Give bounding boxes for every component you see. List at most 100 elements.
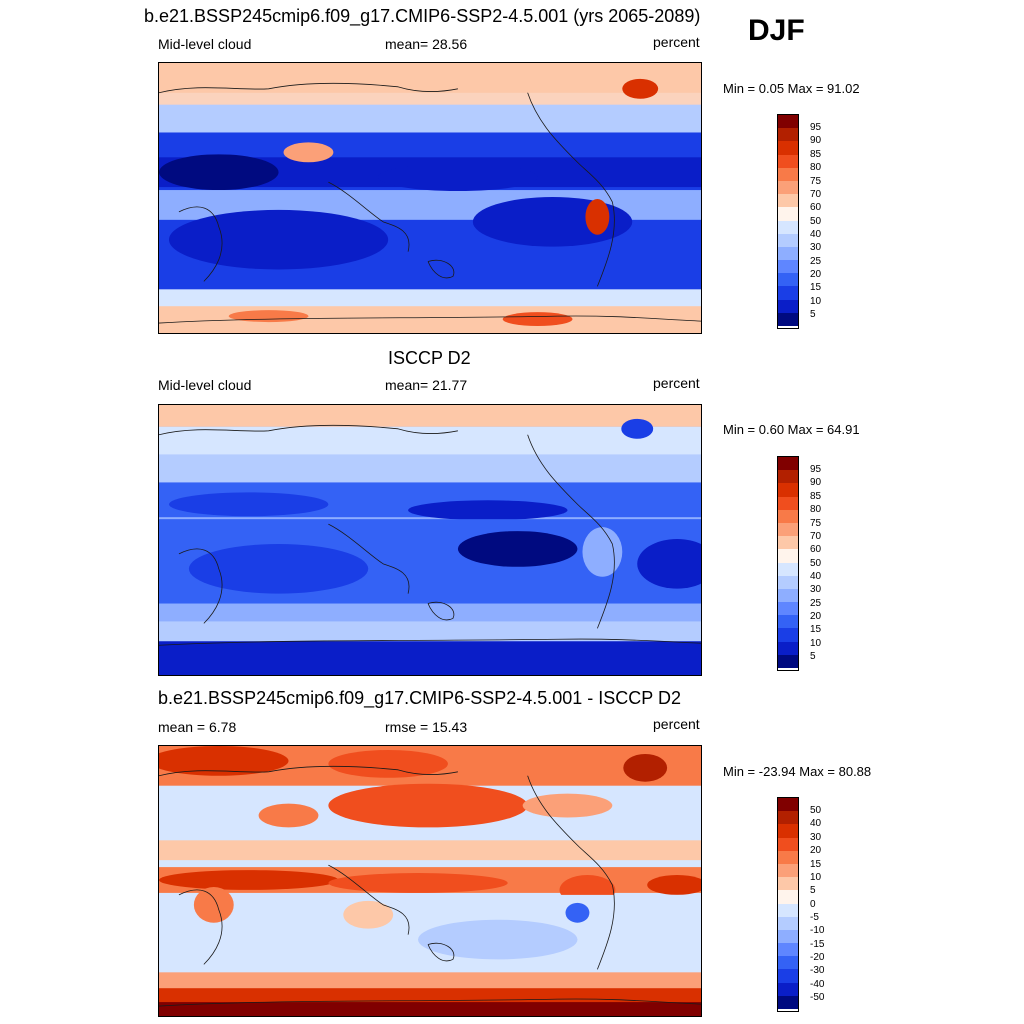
colorbar-box [778,562,798,576]
panel-2-title: ISCCP D2 [388,348,471,368]
panel-2-cbar-label: 75 [810,518,822,529]
panel-2-cbar-label: 90 [810,477,822,488]
panel-1-cbar-label: 85 [810,149,822,160]
panel-3-cbar-label: -20 [810,952,825,963]
panel-3-cbar-label: -30 [810,965,825,976]
panel-3-cbar-label: -50 [810,992,825,1003]
panel-1-cbar-label: 5 [810,309,816,320]
panel-3-cbar-label: 10 [810,872,822,883]
colorbar-box [778,260,798,274]
colorbar-box [778,549,798,563]
colorbar-box [778,943,798,957]
panel-2-cbar-label: 95 [810,464,822,475]
panel-2-cbar-label: 40 [810,571,822,582]
colorbar-box [778,602,798,616]
colorbar-box [778,615,798,629]
colorbar-box [778,457,798,471]
panel-1-title: b.e21.BSSP245cmip6.f09_g17.CMIP6-SSP2-4.… [144,6,701,26]
panel-3-cbar-label: -40 [810,979,825,990]
colorbar-box [778,220,798,234]
panel-3-cbar-label: 40 [810,818,822,829]
colorbar-box [778,115,798,129]
panel-1-cbar-label: 80 [810,162,822,173]
panel-2-variable-label: Mid-level cloud [158,377,252,393]
panel-2-minmax: Min = 0.60 Max = 64.91 [723,422,860,437]
panel-1-cbar-label: 90 [810,135,822,146]
panel-2-units-label: percent [653,375,700,391]
season-label: DJF [748,14,805,47]
panel-1-cbar-label: 95 [810,122,822,133]
panel-2-cbar-label: 60 [810,544,822,555]
panel-3-rmse-label: rmse = 15.43 [385,719,468,735]
colorbar-box [778,233,798,247]
colorbar-box [778,982,798,996]
panel-1-units-label: percent [653,34,700,50]
colorbar-box [778,824,798,838]
colorbar-box [778,850,798,864]
panel-2-cbar-label: 25 [810,598,822,609]
panel-1-colorbar-boxes [778,115,798,326]
panel-1-colorbar [777,114,799,329]
panel-1-cbar-label: 40 [810,229,822,240]
colorbar-box [778,312,798,326]
panel-3-cbar-label: -5 [810,912,819,923]
panel-1-cbar-label: 60 [810,202,822,213]
panel-2-cbar-label: 15 [810,624,822,635]
panel-2-colorbar-boxes [778,457,798,668]
colorbar-box [778,863,798,878]
panel-2-cbar-label: 80 [810,504,822,515]
panel-2-cbar-label: 85 [810,491,822,502]
panel-3-units-label: percent [653,716,700,732]
colorbar-box [778,207,798,221]
panel-2-cbar-label: 50 [810,558,822,569]
panel-3-cbar-label: 30 [810,832,822,843]
colorbar-box [778,811,798,825]
colorbar-box [778,588,798,603]
colorbar-box [778,299,798,313]
panel-2-cbar-label: 70 [810,531,822,542]
colorbar-box [778,246,798,261]
panel-3-cbar-label: -15 [810,939,825,950]
panel-1-map-svg [159,63,701,333]
panel-3-colorbar [777,797,799,1012]
colorbar-box [778,154,798,168]
colorbar-box [778,628,798,642]
panel-1-cbar-label: 15 [810,282,822,293]
panel-3-cbar-label: 50 [810,805,822,816]
colorbar-box [778,890,798,904]
colorbar-box [778,509,798,523]
panel-2-cbar-label: 30 [810,584,822,595]
colorbar-box [778,798,798,812]
colorbar-box [778,837,798,851]
colorbar-box [778,194,798,208]
colorbar-box [778,956,798,970]
panel-2-map-svg [159,405,701,675]
colorbar-box [778,273,798,287]
panel-1-cbar-label: 50 [810,216,822,227]
panel-3-map-svg [159,746,701,1016]
colorbar-box [778,128,798,142]
panel-2-cbar-label: 10 [810,638,822,649]
panel-2-cbar-label: 5 [810,651,816,662]
colorbar-box [778,929,798,944]
panel-2-cbar-label: 20 [810,611,822,622]
panel-2-colorbar [777,456,799,671]
colorbar-box [778,903,798,917]
panel-3-cbar-label: -10 [810,925,825,936]
colorbar-box [778,877,798,891]
colorbar-box [778,536,798,550]
panel-3-cbar-label: 0 [810,899,816,910]
panel-3-title: b.e21.BSSP245cmip6.f09_g17.CMIP6-SSP2-4.… [158,688,681,708]
colorbar-box [778,167,798,181]
panel-3-colorbar-boxes [778,798,798,1009]
colorbar-box [778,286,798,300]
panel-3-minmax: Min = -23.94 Max = 80.88 [723,764,872,779]
colorbar-box [778,141,798,155]
colorbar-box [778,969,798,983]
panel-1-minmax: Min = 0.05 Max = 91.02 [723,81,860,96]
panel-1-cbar-label: 25 [810,256,822,267]
colorbar-box [778,575,798,589]
colorbar-box [778,180,798,195]
colorbar-box [778,522,798,537]
panel-3-map [158,745,702,1017]
